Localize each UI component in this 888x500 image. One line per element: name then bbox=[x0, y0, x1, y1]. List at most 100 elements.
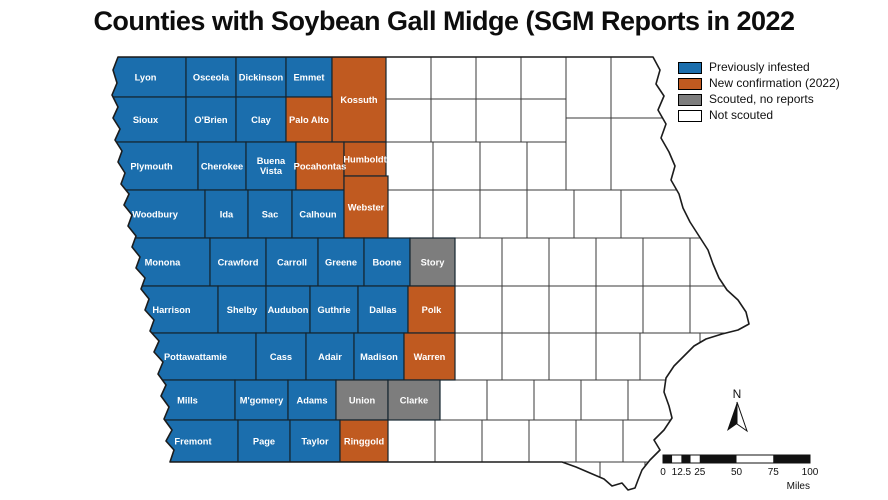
county-not-scouted bbox=[439, 379, 488, 421]
county-not-scouted bbox=[385, 57, 432, 100]
county-label-ida: Ida bbox=[220, 210, 234, 220]
legend-label: New confirmation (2022) bbox=[709, 76, 840, 90]
county-not-scouted bbox=[689, 237, 749, 287]
county-not-scouted bbox=[528, 419, 577, 463]
county-label-crawford: Crawford bbox=[218, 258, 259, 268]
county-not-scouted bbox=[501, 332, 550, 381]
county-label-dallas: Dallas bbox=[369, 305, 396, 315]
county-not-scouted bbox=[520, 57, 567, 100]
county-label-union: Union bbox=[349, 396, 376, 406]
scale-tick-label: 50 bbox=[731, 467, 743, 478]
scale-bar: 0 12.5 25 50 75 100 Miles bbox=[660, 454, 819, 492]
county-not-scouted bbox=[595, 285, 644, 334]
county-not-scouted bbox=[385, 98, 432, 143]
county-label-kossuth: Kossuth bbox=[340, 95, 378, 105]
state-outline bbox=[111, 56, 750, 491]
county-clarke bbox=[387, 379, 441, 421]
county-kossuth bbox=[331, 57, 387, 143]
county-label-mills: Mills bbox=[177, 396, 198, 406]
county-not-scouted bbox=[565, 57, 612, 119]
county-label-plymouth: Plymouth bbox=[130, 162, 173, 172]
legend-label: Scouted, no reports bbox=[709, 92, 814, 106]
county-not-scouted bbox=[565, 117, 612, 191]
county-label-humboldt: Humboldt bbox=[343, 155, 386, 165]
county-ringgold bbox=[339, 419, 389, 463]
county-label-m-gomery: M'gomery bbox=[240, 396, 284, 406]
county-not-scouted bbox=[575, 419, 624, 463]
county-not-scouted bbox=[475, 57, 522, 100]
county-not-scouted bbox=[548, 285, 597, 334]
legend-swatch-previously-infested-icon bbox=[678, 61, 702, 74]
county-pocahontas bbox=[295, 141, 345, 191]
county-not-scouted bbox=[481, 419, 530, 463]
scale-tick-label: 75 bbox=[768, 467, 780, 478]
county-label-ringgold: Ringgold bbox=[344, 437, 385, 447]
county-label-lyon: Lyon bbox=[135, 73, 157, 83]
county-not-scouted bbox=[580, 379, 629, 421]
county-not-scouted bbox=[430, 57, 477, 100]
county-not-scouted bbox=[595, 332, 641, 381]
county-not-scouted bbox=[610, 117, 687, 191]
county-label-story: Story bbox=[421, 258, 446, 268]
county-not-scouted bbox=[434, 419, 483, 463]
county-clay bbox=[235, 96, 287, 143]
county-not-scouted bbox=[479, 141, 528, 191]
legend-label: Not scouted bbox=[709, 108, 774, 122]
county-plymouth bbox=[112, 141, 199, 191]
scale-tick-label: 12.5 bbox=[672, 467, 692, 478]
county-guthrie bbox=[309, 285, 359, 334]
county-not-scouted bbox=[387, 419, 436, 463]
county-label-audubon: Audubon bbox=[268, 305, 309, 315]
county-label-palo-alto: Palo Alto bbox=[289, 115, 329, 125]
county-label-calhoun: Calhoun bbox=[299, 210, 337, 220]
county-label-webster: Webster bbox=[348, 203, 385, 213]
figure-title: Counties with Soybean Gall Midge (SGM Re… bbox=[93, 6, 795, 36]
county-label-carroll: Carroll bbox=[277, 258, 307, 268]
county-sioux bbox=[112, 96, 187, 143]
county-emmet bbox=[285, 57, 333, 98]
county-not-scouted bbox=[501, 285, 550, 334]
county-not-scouted bbox=[548, 237, 597, 287]
scale-unit-label: Miles bbox=[787, 481, 810, 492]
county-cass bbox=[255, 332, 307, 381]
county-label-fremont: Fremont bbox=[174, 437, 211, 447]
county-label-page: Page bbox=[253, 437, 275, 447]
county-label-adams: Adams bbox=[296, 396, 327, 406]
county-not-scouted bbox=[689, 285, 749, 334]
county-label-polk: Polk bbox=[422, 305, 442, 315]
county-audubon bbox=[265, 285, 311, 334]
county-label-shelby: Shelby bbox=[227, 305, 258, 315]
county-not-scouted bbox=[599, 461, 646, 490]
county-not-scouted bbox=[479, 189, 528, 239]
county-label-emmet: Emmet bbox=[293, 73, 324, 83]
county-not-scouted bbox=[501, 237, 550, 287]
county-not-scouted bbox=[627, 379, 689, 421]
county-not-scouted bbox=[454, 332, 503, 381]
county-not-scouted bbox=[486, 379, 535, 421]
county-not-scouted bbox=[620, 189, 702, 239]
north-arrow-icon: N bbox=[727, 387, 748, 433]
county-label-osceola: Osceola bbox=[193, 73, 230, 83]
county-osceola bbox=[185, 57, 237, 98]
north-arrow-label: N bbox=[733, 387, 742, 401]
county-label-pottawattamie: Pottawattamie bbox=[164, 352, 227, 362]
county-greene bbox=[317, 237, 365, 287]
county-not-scouted bbox=[610, 57, 687, 119]
county-not-scouted bbox=[499, 461, 551, 490]
county-taylor bbox=[289, 419, 341, 463]
county-not-scouted bbox=[642, 285, 691, 334]
county-label-madison: Madison bbox=[360, 352, 398, 362]
legend-swatch-new-confirmation-icon bbox=[678, 77, 702, 90]
county-union bbox=[335, 379, 389, 421]
county-label-guthrie: Guthrie bbox=[317, 305, 350, 315]
county-webster bbox=[343, 175, 389, 239]
county-not-scouted bbox=[454, 285, 503, 334]
county-not-scouted bbox=[387, 189, 434, 239]
county-label-warren: Warren bbox=[414, 352, 446, 362]
legend-swatch-not-scouted-icon bbox=[678, 109, 702, 122]
legend-swatch-scouted-no-reports-icon bbox=[678, 93, 702, 106]
county-not-scouted bbox=[642, 237, 691, 287]
county-not-scouted bbox=[520, 98, 567, 143]
county-label-greene: Greene bbox=[325, 258, 357, 268]
county-label-pocahontas: Pocahontas bbox=[294, 162, 347, 172]
